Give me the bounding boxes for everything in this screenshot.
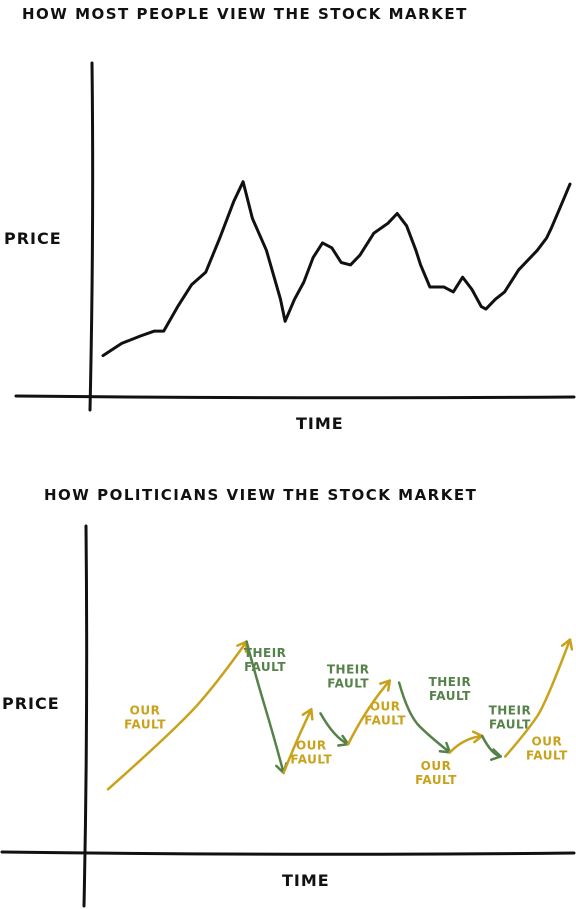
annotation-8: OUR FAULT	[526, 734, 568, 762]
annotation-3: THEIR FAULT	[327, 663, 370, 691]
arrowhead-7	[489, 748, 502, 761]
arrowhead-2	[301, 708, 314, 721]
our-fault-segment-0	[106, 640, 248, 791]
panel-1-price-line	[101, 180, 572, 358]
annotation-5: THEIR FAULT	[429, 675, 472, 703]
arrowhead-4	[379, 679, 392, 692]
panel-2-title: HOW POLITICIANS VIEW THE STOCK MARKET	[44, 486, 477, 504]
their-fault-segment-5	[397, 681, 452, 754]
panel-2: HOW POLITICIANS VIEW THE STOCK MARKET PR…	[0, 486, 576, 908]
their-fault-segment-1	[245, 640, 285, 775]
panel-1-ylabel: PRICE	[4, 229, 62, 248]
our-fault-segment-8	[504, 638, 572, 758]
panel-1: HOW MOST PEOPLE VIEW THE STOCK MARKET PR…	[4, 5, 576, 433]
annotation-2: OUR FAULT	[290, 738, 332, 766]
annotation-6: OUR FAULT	[415, 759, 457, 787]
annotation-0: OUR FAULT	[124, 704, 166, 732]
panel-1-y-axis	[88, 61, 95, 412]
panel-1-title: HOW MOST PEOPLE VIEW THE STOCK MARKET	[22, 5, 468, 23]
panel-2-segments	[106, 638, 574, 791]
our-fault-segment-4	[346, 679, 392, 746]
panel-2-ylabel: PRICE	[2, 694, 60, 713]
panel-1-xlabel: TIME	[296, 414, 344, 433]
our-fault-segment-2	[282, 708, 313, 775]
panel-1-x-axis	[14, 394, 576, 400]
annotation-1: THEIR FAULT	[244, 646, 287, 674]
panel-2-x-axis	[0, 850, 576, 856]
arrowhead-8	[560, 638, 574, 651]
our-fault-segment-6	[448, 734, 484, 754]
panel-2-xlabel: TIME	[282, 871, 330, 890]
annotation-7: THEIR FAULT	[489, 704, 532, 732]
panel-2-y-axis	[82, 524, 89, 908]
annotation-4: OUR FAULT	[364, 699, 406, 727]
